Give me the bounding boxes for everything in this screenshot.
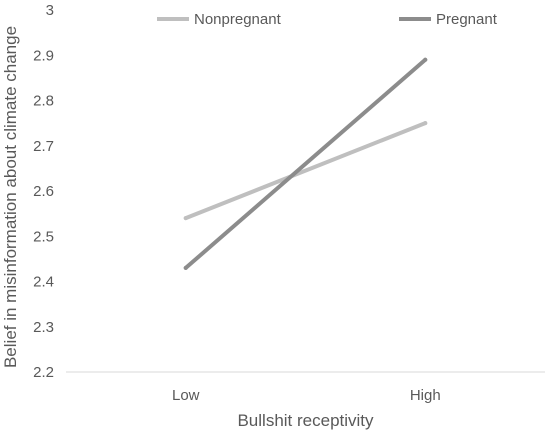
data-point-pregnant [423,57,428,62]
x-tick-label: High [410,387,441,404]
y-tick-label: 2.5 [33,228,54,245]
x-tick-label: Low [172,387,200,404]
series-line-pregnant [183,57,428,270]
x-axis-ticks: Low High [172,387,441,404]
y-tick-label: 2.6 [33,183,54,200]
data-point-nonpregnant [183,216,188,221]
x-axis-title: Bullshit receptivity [237,411,374,430]
data-point-pregnant [183,265,188,270]
y-axis-title: Belief in misinformation about climate c… [1,26,20,368]
y-tick-label: 3 [46,2,54,19]
legend-label: Pregnant [436,11,498,28]
y-tick-label: 2.9 [33,47,54,64]
series-line-nonpregnant [183,121,428,221]
y-tick-label: 2.7 [33,138,54,155]
y-tick-label: 2.8 [33,93,54,110]
legend: Nonpregnant Pregnant [157,11,498,28]
legend-label: Nonpregnant [194,11,282,28]
data-point-nonpregnant [423,121,428,126]
y-tick-label: 2.3 [33,319,54,336]
y-tick-label: 2.2 [33,364,54,381]
y-axis-ticks: 2.2 2.3 2.4 2.5 2.6 2.7 2.8 2.9 3 [33,2,54,381]
y-tick-label: 2.4 [33,274,54,291]
series-lines [183,57,428,270]
